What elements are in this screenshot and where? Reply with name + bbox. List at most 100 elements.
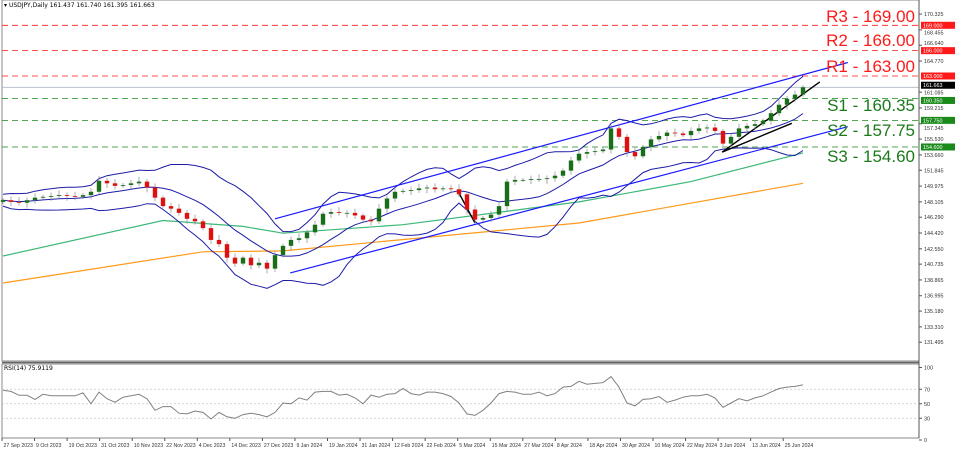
candle bbox=[272, 250, 278, 273]
candle bbox=[200, 219, 206, 231]
date-tick-label: 5 Mar 2024 bbox=[459, 443, 485, 449]
candle bbox=[792, 90, 798, 103]
price-tag-support bbox=[921, 96, 955, 104]
candle-body bbox=[16, 201, 22, 203]
candle-body bbox=[520, 179, 526, 181]
candle-body bbox=[328, 212, 334, 214]
candle-body bbox=[632, 152, 638, 157]
candle bbox=[400, 188, 406, 194]
candle-body bbox=[120, 185, 126, 186]
candle-body bbox=[576, 153, 582, 161]
candle-body bbox=[720, 130, 726, 144]
date-tick-label: 12 Feb 2024 bbox=[394, 443, 423, 449]
level-label-s1: S1 - 160.35 bbox=[827, 96, 915, 115]
candle-body bbox=[568, 160, 574, 171]
date-tick-label: 8 Apr 2024 bbox=[557, 443, 582, 449]
candle-body bbox=[528, 179, 534, 180]
level-label-r3: R3 - 169.00 bbox=[826, 7, 915, 26]
candle bbox=[320, 211, 326, 227]
candle bbox=[384, 195, 390, 214]
candle-body bbox=[72, 195, 78, 197]
candle bbox=[416, 183, 422, 193]
candle bbox=[296, 233, 302, 243]
candle bbox=[240, 255, 246, 266]
candle bbox=[64, 192, 70, 201]
candle-body bbox=[176, 208, 182, 213]
black-trendline-2 bbox=[721, 122, 793, 153]
candle-body bbox=[544, 178, 550, 180]
candle-body bbox=[712, 127, 718, 131]
candle-body bbox=[728, 136, 734, 144]
candle bbox=[592, 147, 598, 156]
candle bbox=[216, 235, 222, 247]
candle bbox=[752, 120, 758, 130]
date-tick-label: 4 Dec 2023 bbox=[199, 443, 226, 449]
candle-body bbox=[392, 191, 398, 199]
candle-body bbox=[8, 200, 14, 202]
price-tag-label: 169.000 bbox=[923, 23, 943, 29]
date-tick-label: 30 Apr 2024 bbox=[622, 443, 650, 449]
price-tick-label: 151.845 bbox=[924, 168, 944, 174]
candle-body bbox=[256, 262, 262, 266]
candle-body bbox=[128, 183, 134, 186]
candle bbox=[480, 215, 486, 222]
candle bbox=[768, 109, 774, 125]
candle bbox=[544, 175, 550, 184]
bollinger-upper bbox=[2, 76, 804, 233]
bollinger-middle bbox=[2, 113, 804, 257]
candle-body bbox=[280, 245, 286, 256]
candle-body bbox=[752, 124, 758, 126]
price-tick-label: 146.290 bbox=[924, 215, 944, 221]
candle-body bbox=[496, 206, 502, 215]
channel-lower-line bbox=[290, 126, 848, 274]
header-arrow-icon: ▾ bbox=[4, 2, 8, 9]
candle-body bbox=[104, 180, 110, 184]
date-tick-label: 25 Jun 2024 bbox=[785, 443, 814, 449]
candle-body bbox=[744, 125, 750, 129]
candle bbox=[600, 147, 606, 154]
candle bbox=[504, 178, 510, 211]
price-tag-label: 160.350 bbox=[923, 98, 943, 104]
date-tick-label: 9 Oct 2023 bbox=[36, 443, 61, 449]
candle bbox=[568, 157, 574, 175]
candle bbox=[552, 171, 558, 182]
price-tick-label: 135.180 bbox=[924, 309, 944, 315]
candle-body bbox=[680, 133, 686, 136]
channel-upper-line bbox=[274, 61, 848, 220]
candle bbox=[24, 197, 30, 208]
candle-body bbox=[192, 218, 198, 222]
ma-green-line bbox=[2, 152, 804, 257]
price-tick-label: 140.735 bbox=[924, 262, 944, 268]
rsi-tick-label: 100 bbox=[924, 366, 933, 372]
price-tag-label: 157.750 bbox=[923, 118, 943, 124]
candle-body bbox=[264, 262, 270, 269]
candle-body bbox=[136, 181, 142, 184]
rsi-tick-label: 0 bbox=[924, 438, 927, 444]
candle bbox=[96, 175, 102, 195]
candle bbox=[728, 133, 734, 148]
bollinger-lower bbox=[2, 147, 804, 289]
candle-body bbox=[584, 152, 590, 154]
candle bbox=[144, 178, 150, 193]
candle bbox=[256, 257, 262, 269]
candle bbox=[312, 220, 318, 236]
price-tick-label: 159.215 bbox=[924, 106, 944, 112]
candle-body bbox=[40, 196, 46, 198]
date-tick-label: 13 Jun 2024 bbox=[752, 443, 781, 449]
candle bbox=[680, 131, 686, 138]
candle bbox=[168, 202, 174, 213]
candle bbox=[328, 208, 334, 218]
price-tick-label: 153.660 bbox=[924, 153, 944, 159]
level-label-r2: R2 - 166.00 bbox=[826, 31, 915, 50]
candle-body bbox=[200, 221, 206, 229]
candle-body bbox=[304, 232, 310, 239]
candle bbox=[288, 236, 294, 250]
rsi-tick-label: 70 bbox=[924, 387, 930, 393]
date-tick-label: 27 Mar 2024 bbox=[524, 443, 553, 449]
candle bbox=[40, 194, 46, 200]
candle bbox=[800, 85, 806, 97]
candle-body bbox=[208, 228, 214, 240]
candle bbox=[392, 187, 398, 202]
candle bbox=[0, 198, 6, 205]
